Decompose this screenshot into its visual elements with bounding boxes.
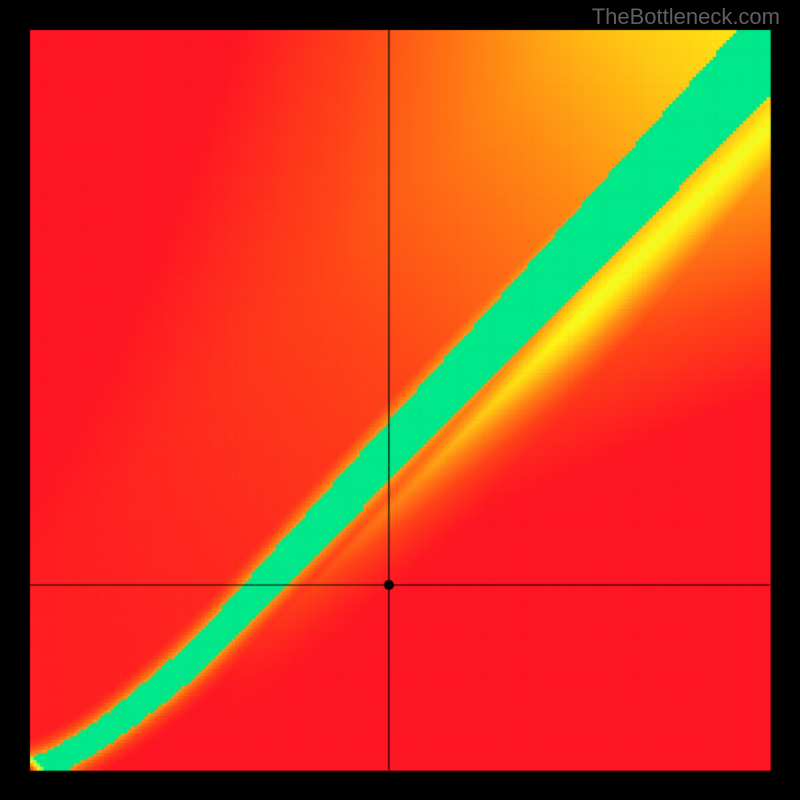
chart-container: TheBottleneck.com bbox=[0, 0, 800, 800]
bottleneck-heatmap bbox=[0, 0, 800, 800]
watermark-text: TheBottleneck.com bbox=[592, 4, 780, 30]
